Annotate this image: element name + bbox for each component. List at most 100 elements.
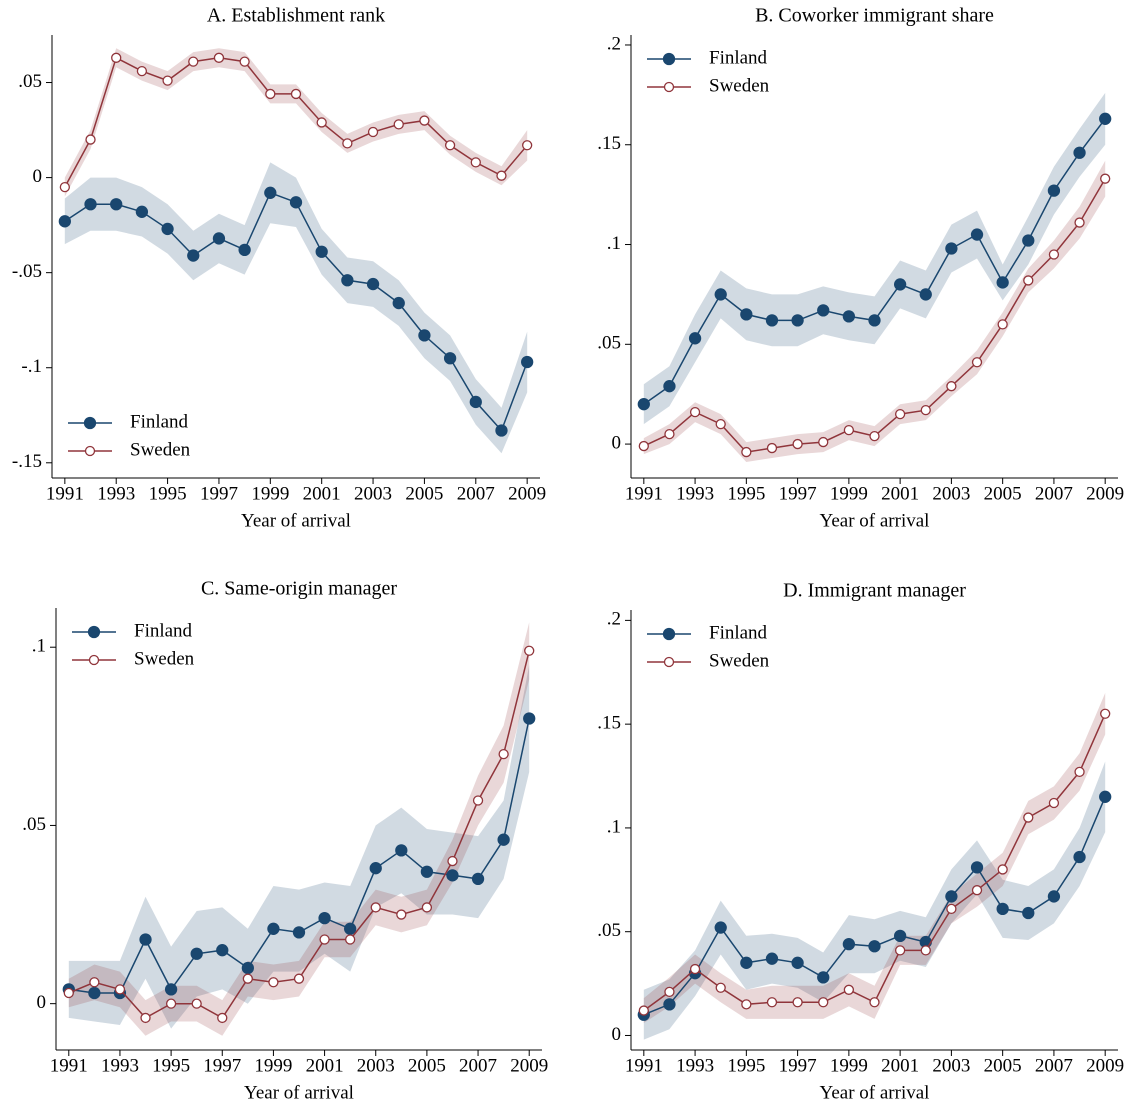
point bbox=[997, 864, 1008, 875]
y-tick-label: -.05 bbox=[12, 261, 42, 282]
point bbox=[637, 398, 650, 411]
point bbox=[59, 181, 70, 193]
x-tick-label: 2009 bbox=[1086, 483, 1124, 504]
x-tick-label: 2007 bbox=[459, 1055, 497, 1076]
point bbox=[1074, 217, 1085, 228]
point bbox=[342, 138, 353, 149]
point bbox=[84, 198, 97, 211]
point bbox=[188, 56, 199, 67]
point bbox=[367, 126, 379, 138]
point bbox=[920, 945, 931, 956]
point bbox=[1023, 812, 1034, 823]
panel-title: A. Establishment rank bbox=[207, 5, 385, 27]
point bbox=[111, 52, 122, 63]
point bbox=[522, 140, 533, 151]
point bbox=[63, 987, 74, 999]
x-tick-label: 2007 bbox=[1035, 1055, 1073, 1076]
point bbox=[843, 984, 855, 995]
point bbox=[89, 977, 100, 988]
point bbox=[470, 157, 481, 168]
point bbox=[290, 88, 302, 100]
point bbox=[162, 75, 173, 86]
point bbox=[1023, 275, 1034, 286]
x-tick-label: 2001 bbox=[881, 483, 919, 504]
point bbox=[1099, 790, 1112, 803]
point bbox=[345, 934, 356, 945]
point bbox=[663, 998, 676, 1011]
point bbox=[996, 902, 1009, 916]
point bbox=[843, 424, 855, 436]
point bbox=[1100, 173, 1111, 184]
y-tick-label: .05 bbox=[18, 71, 42, 92]
point bbox=[85, 134, 96, 145]
point bbox=[663, 380, 676, 393]
point bbox=[765, 314, 779, 327]
point bbox=[1073, 146, 1086, 159]
point bbox=[996, 276, 1009, 289]
legend-label: Sweden bbox=[709, 75, 770, 96]
confidence-band bbox=[643, 92, 1106, 425]
panel: B. Coworker immigrant share 0 .05 .1 .15 .2 19… bbox=[597, 5, 1124, 532]
x-tick-label: 2005 bbox=[984, 1055, 1022, 1076]
point bbox=[139, 933, 152, 946]
legend-label: Finland bbox=[709, 622, 768, 643]
x-tick-label: 2003 bbox=[932, 1055, 970, 1076]
legend-marker bbox=[88, 654, 100, 666]
legend-label: Finland bbox=[130, 411, 189, 432]
point bbox=[471, 872, 485, 886]
point bbox=[238, 243, 251, 256]
point bbox=[765, 952, 779, 965]
point bbox=[264, 186, 277, 199]
point bbox=[1074, 766, 1085, 778]
point bbox=[315, 245, 328, 258]
point bbox=[1022, 906, 1035, 920]
panel: D. Immigrant manager 0 .05 .1 .15 .2 1991 1993 1… bbox=[597, 580, 1124, 1104]
point bbox=[58, 215, 71, 228]
point bbox=[496, 170, 507, 181]
x-tick-label: 2007 bbox=[1035, 483, 1073, 504]
panel: A. Establishment rank -.15 -.1 -.05 0 .05 1991… bbox=[12, 5, 546, 532]
point bbox=[1047, 890, 1061, 903]
point bbox=[842, 310, 856, 323]
point bbox=[165, 998, 177, 1009]
panel-title: C. Same-origin manager bbox=[201, 578, 397, 600]
point bbox=[392, 296, 405, 310]
y-tick-label: .15 bbox=[597, 133, 621, 154]
x-tick-label: 1995 bbox=[149, 483, 187, 504]
legend-label: Sweden bbox=[130, 439, 191, 460]
point bbox=[523, 712, 536, 725]
legend-label: Sweden bbox=[709, 650, 770, 671]
point bbox=[715, 982, 726, 993]
point bbox=[521, 355, 534, 369]
point bbox=[497, 833, 510, 846]
point bbox=[766, 997, 778, 1008]
point bbox=[444, 140, 456, 151]
point bbox=[446, 869, 459, 882]
legend-marker bbox=[87, 625, 101, 639]
x-tick-label: 1997 bbox=[200, 483, 238, 504]
point bbox=[418, 329, 431, 342]
x-tick-label: 1991 bbox=[46, 483, 84, 504]
x-tick-label: 2003 bbox=[354, 483, 392, 504]
point bbox=[817, 304, 830, 317]
point bbox=[1099, 112, 1112, 125]
y-tick-label: .05 bbox=[22, 814, 46, 835]
point bbox=[919, 288, 932, 301]
point bbox=[136, 65, 148, 77]
point bbox=[366, 277, 380, 291]
point bbox=[893, 278, 907, 291]
y-tick-label: .1 bbox=[607, 233, 621, 254]
point bbox=[741, 999, 752, 1010]
point bbox=[420, 865, 434, 878]
point bbox=[217, 1012, 228, 1024]
point bbox=[945, 242, 958, 255]
point bbox=[191, 998, 202, 1009]
point bbox=[842, 938, 856, 951]
confidence-band bbox=[643, 761, 1106, 1040]
series-line bbox=[64, 56, 528, 188]
legend-label: Finland bbox=[709, 47, 768, 68]
y-tick-label: .1 bbox=[607, 816, 621, 837]
point bbox=[524, 645, 535, 656]
x-tick-label: 2009 bbox=[510, 1055, 548, 1076]
legend-marker bbox=[662, 52, 676, 66]
